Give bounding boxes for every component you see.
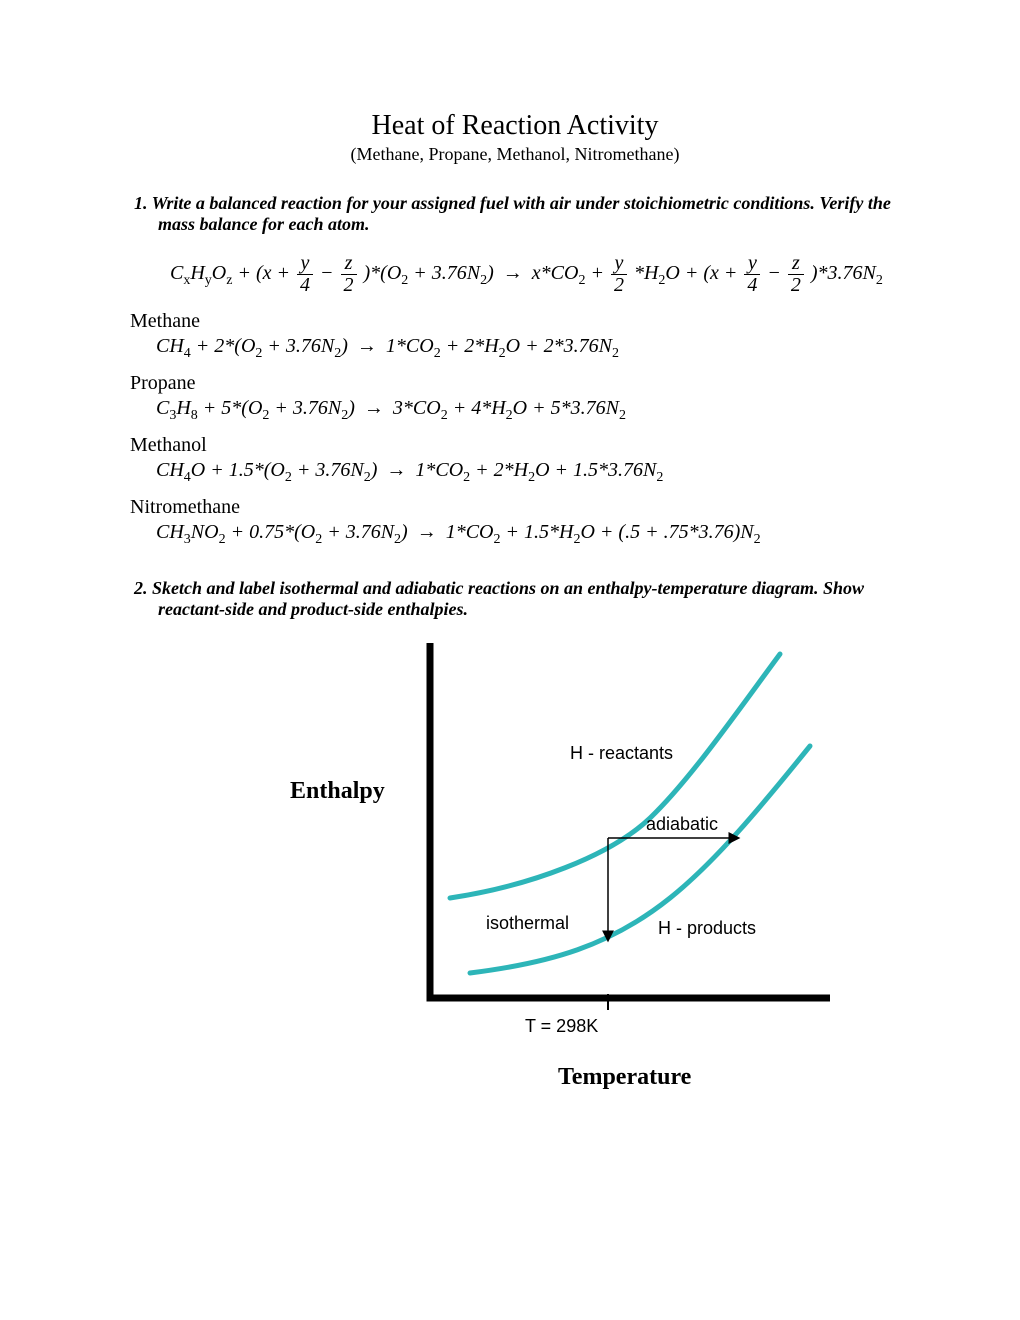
- label-isothermal: isothermal: [486, 913, 569, 934]
- x-axis-label: Temperature: [558, 1064, 691, 1091]
- question-2: 2. Sketch and label isothermal and adiab…: [130, 578, 900, 620]
- label-T298: T = 298K: [525, 1016, 598, 1037]
- label-methane: Methane: [130, 310, 900, 333]
- label-products: H - products: [658, 918, 756, 939]
- question-1: 1. Write a balanced reaction for your as…: [130, 193, 900, 235]
- label-propane: Propane: [130, 372, 900, 395]
- enthalpy-chart: Enthalpy Temperature H - reactants H - p…: [270, 638, 870, 1078]
- equation-nitromethane: CH3NO2 + 0.75*(O2 + 3.76N2) → 1*CO2 + 1.…: [156, 521, 900, 548]
- label-nitromethane: Nitromethane: [130, 496, 900, 519]
- equation-methane: CH4 + 2*(O2 + 3.76N2) → 1*CO2 + 2*H2O + …: [156, 335, 900, 362]
- page-subtitle: (Methane, Propane, Methanol, Nitromethan…: [130, 144, 900, 165]
- chart-svg: [270, 638, 870, 1058]
- label-adiabatic: adiabatic: [646, 814, 718, 835]
- label-reactants: H - reactants: [570, 743, 673, 764]
- equation-methanol: CH4O + 1.5*(O2 + 3.76N2) → 1*CO2 + 2*H2O…: [156, 459, 900, 486]
- equation-propane: C3H8 + 5*(O2 + 3.76N2) → 3*CO2 + 4*H2O +…: [156, 397, 900, 424]
- page-title: Heat of Reaction Activity: [130, 110, 900, 142]
- label-methanol: Methanol: [130, 434, 900, 457]
- equation-general: CxHyOz + (x + y4 − z2 )*(O2 + 3.76N2) → …: [170, 253, 900, 296]
- y-axis-label: Enthalpy: [290, 778, 385, 805]
